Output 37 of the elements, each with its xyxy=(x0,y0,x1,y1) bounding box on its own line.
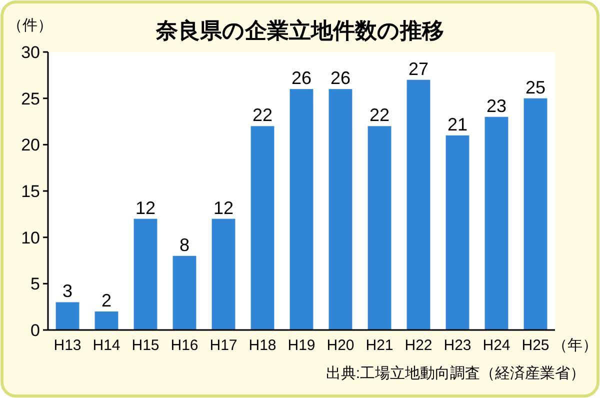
y-tick-label: 20 xyxy=(21,136,40,155)
x-tick-label: H13 xyxy=(54,337,82,354)
x-tick-label: H25 xyxy=(522,337,550,354)
data-label: 2 xyxy=(101,290,112,310)
data-label: 26 xyxy=(330,68,351,88)
chart-title: 奈良県の企業立地件数の推移 xyxy=(155,18,444,43)
data-label: 8 xyxy=(179,234,190,255)
x-tick-label: H24 xyxy=(482,337,510,354)
x-tick-label: H17 xyxy=(210,337,238,354)
data-label: 21 xyxy=(447,114,468,134)
x-tick-label: H15 xyxy=(132,337,160,354)
x-tick-label: H19 xyxy=(288,337,316,354)
data-label: 22 xyxy=(252,105,273,126)
data-label: 23 xyxy=(486,96,507,116)
x-tick-label: H14 xyxy=(92,337,120,354)
data-label: 3 xyxy=(62,281,73,302)
source-note: 出典:工場立地動向調査（経済産業省） xyxy=(326,365,585,382)
x-tick-label: H21 xyxy=(366,337,394,354)
x-axis-title: （年） xyxy=(552,337,598,354)
x-tick-label: H23 xyxy=(444,337,472,354)
data-label: 26 xyxy=(291,68,312,88)
data-label: 12 xyxy=(135,198,156,218)
x-tick-label: H16 xyxy=(170,337,198,354)
y-tick-label: 5 xyxy=(30,274,40,294)
y-axis-title: （件） xyxy=(8,17,52,34)
x-tick-label: H18 xyxy=(248,337,276,354)
y-tick-label: 10 xyxy=(21,228,40,248)
y-tick-label: 0 xyxy=(30,321,40,340)
data-label: 22 xyxy=(369,105,390,126)
data-label: 25 xyxy=(525,77,546,98)
data-label: 12 xyxy=(213,198,234,218)
x-tick-label: H20 xyxy=(326,337,354,354)
y-tick-label: 25 xyxy=(21,89,40,108)
data-label: 27 xyxy=(408,58,429,79)
y-tick-label: 30 xyxy=(21,43,40,62)
x-tick-label: H22 xyxy=(404,337,432,354)
y-tick-label: 15 xyxy=(21,182,40,201)
